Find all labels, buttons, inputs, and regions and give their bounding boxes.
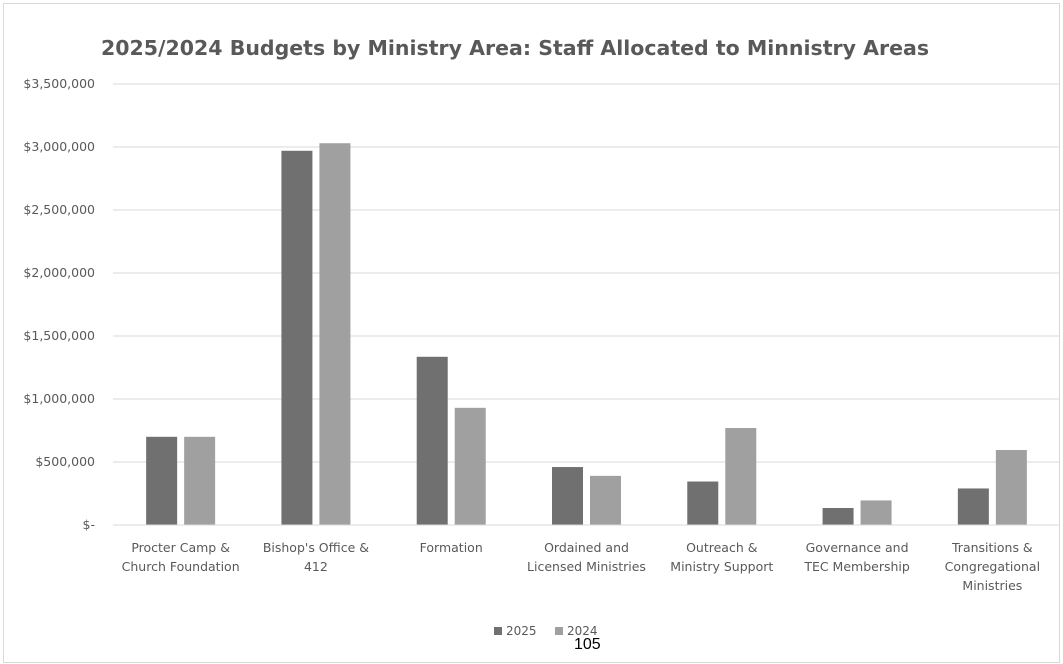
page-number: 105 — [572, 636, 603, 654]
bar-2024-3 — [590, 475, 621, 525]
bar-2025-6 — [957, 488, 989, 525]
x-category-label: Ministry Support — [670, 559, 773, 574]
legend: 2025 2024 — [494, 624, 598, 638]
x-category-label: Transitions & — [951, 540, 1033, 555]
chart-frame: 2025/2024 Budgets by Ministry Area: Staf… — [3, 3, 1060, 663]
x-category-label: Formation — [420, 540, 483, 555]
x-category-label: Outreach & — [686, 540, 758, 555]
x-category-label: Church Foundation — [122, 559, 240, 574]
y-tick-label: $1,500,000 — [23, 328, 95, 343]
legend-swatch-2025 — [494, 627, 502, 635]
bar-chart: 2025/2024 Budgets by Ministry Area: Staf… — [23, 36, 1060, 638]
legend-label-2025: 2025 — [506, 624, 537, 638]
bars — [146, 143, 1027, 525]
x-category-label: 412 — [304, 559, 328, 574]
bar-2024-2 — [454, 407, 486, 525]
y-tick-label: $2,000,000 — [23, 265, 95, 280]
legend-label-2024: 2024 — [567, 624, 598, 638]
bar-2025-5 — [822, 507, 854, 525]
x-category-label: TEC Membership — [803, 559, 910, 574]
x-category-label: Licensed Ministries — [527, 559, 646, 574]
bar-2025-1 — [281, 150, 313, 525]
y-tick-label: $1,000,000 — [23, 391, 95, 406]
y-tick-label: $3,000,000 — [23, 139, 95, 154]
gridlines — [113, 83, 1060, 463]
bar-2024-4 — [725, 427, 757, 525]
bar-2024-5 — [860, 500, 892, 525]
x-category-label: Governance and — [806, 540, 909, 555]
bar-2025-4 — [687, 481, 719, 525]
bar-2025-3 — [552, 467, 583, 525]
bar-2025-2 — [416, 356, 448, 525]
y-tick-label: $2,500,000 — [23, 202, 95, 217]
bar-2025-0 — [146, 436, 178, 525]
bar-2024-1 — [319, 143, 351, 525]
legend-swatch-2024 — [555, 627, 563, 635]
bar-2024-0 — [184, 436, 216, 525]
x-axis-category-labels: Procter Camp & Church Foundation Bishop's … — [122, 540, 1040, 593]
y-tick-label: $3,500,000 — [23, 76, 95, 91]
y-tick-label: $500,000 — [35, 454, 95, 469]
x-category-label: Procter Camp & — [131, 540, 230, 555]
y-axis-tick-labels: $- $500,000 $1,000,000 $1,500,000 $2,000,000… — [23, 76, 95, 532]
bar-2024-6 — [995, 450, 1027, 525]
y-tick-label: $- — [83, 517, 95, 532]
x-category-label: Bishop's Office & — [263, 540, 369, 555]
x-category-label: Ministries — [962, 578, 1022, 593]
x-category-label: Congregational — [945, 559, 1040, 574]
chart-title: 2025/2024 Budgets by Ministry Area: Staf… — [101, 36, 929, 60]
x-category-label: Ordained and — [544, 540, 629, 555]
